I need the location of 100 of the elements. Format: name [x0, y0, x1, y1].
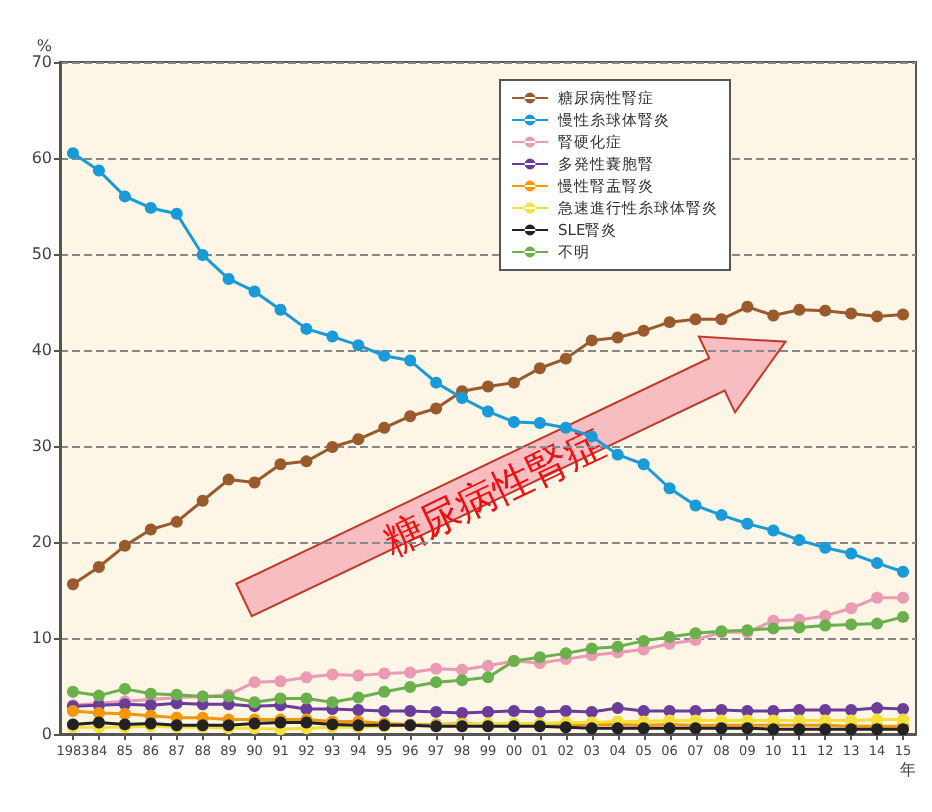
point [482, 380, 494, 393]
point [533, 416, 546, 429]
point [92, 164, 105, 177]
point [430, 676, 443, 689]
point [663, 482, 676, 495]
point [456, 392, 469, 404]
point [793, 621, 806, 634]
point [637, 704, 650, 717]
y-tick-label: 10 [31, 629, 52, 647]
y-tick-label: 20 [31, 533, 52, 551]
point [66, 578, 79, 591]
point [585, 334, 598, 347]
point [482, 705, 494, 718]
point [352, 433, 365, 446]
point [845, 307, 858, 320]
point [585, 705, 598, 718]
point [222, 473, 235, 486]
point [430, 376, 443, 389]
point [689, 499, 702, 512]
point [352, 691, 365, 704]
point [378, 704, 391, 717]
point [793, 534, 806, 547]
point [715, 509, 728, 522]
point [378, 349, 391, 362]
point [767, 524, 780, 537]
point [482, 671, 494, 684]
point [897, 610, 910, 623]
y-tick-label: 30 [31, 437, 52, 455]
point [533, 651, 546, 664]
point [689, 627, 702, 640]
point [456, 663, 469, 676]
point [352, 704, 365, 716]
point [897, 308, 910, 321]
point [170, 515, 183, 528]
point [715, 704, 728, 716]
point [897, 591, 910, 604]
point [196, 248, 209, 261]
point [430, 662, 443, 675]
point [456, 706, 469, 719]
y-tick-label: 40 [31, 341, 52, 359]
point [144, 687, 157, 700]
point [92, 689, 105, 702]
point [222, 272, 235, 285]
point [170, 207, 183, 220]
point [637, 458, 650, 471]
point [378, 667, 391, 680]
point [248, 285, 261, 298]
point [819, 609, 832, 622]
point [611, 331, 624, 344]
point [533, 362, 546, 375]
point [819, 541, 832, 554]
point [507, 376, 520, 389]
point [559, 352, 572, 365]
point [92, 560, 105, 573]
y-tick-label: 0 [41, 725, 52, 743]
point [326, 440, 339, 453]
point [611, 702, 624, 715]
point [92, 706, 105, 719]
point [897, 703, 910, 716]
point [144, 201, 157, 214]
point [637, 324, 650, 337]
point [352, 339, 365, 352]
point [767, 622, 780, 635]
point [819, 304, 832, 317]
point [845, 547, 858, 560]
point [196, 494, 209, 507]
point [637, 634, 650, 647]
point [430, 402, 443, 415]
y-tick-label: 60 [31, 149, 52, 167]
point [144, 523, 157, 536]
point [507, 704, 520, 717]
point [404, 704, 417, 717]
point [663, 631, 676, 644]
point [404, 354, 417, 367]
point [300, 455, 313, 468]
point [404, 680, 417, 693]
point [559, 647, 572, 660]
point [404, 410, 417, 423]
point [118, 190, 131, 203]
point [92, 716, 105, 729]
point [248, 676, 261, 689]
point [611, 448, 624, 461]
point [118, 682, 131, 695]
point [611, 640, 624, 653]
point [300, 692, 313, 705]
point [352, 669, 365, 682]
point [66, 685, 79, 698]
point [300, 322, 313, 335]
point [248, 476, 261, 489]
point [663, 316, 676, 329]
point [274, 675, 287, 688]
point [819, 619, 832, 632]
point [378, 421, 391, 434]
point [819, 704, 832, 716]
point [585, 642, 598, 655]
point [793, 704, 806, 716]
point [871, 557, 884, 570]
point [326, 330, 339, 343]
point [897, 565, 910, 578]
point [507, 416, 520, 428]
